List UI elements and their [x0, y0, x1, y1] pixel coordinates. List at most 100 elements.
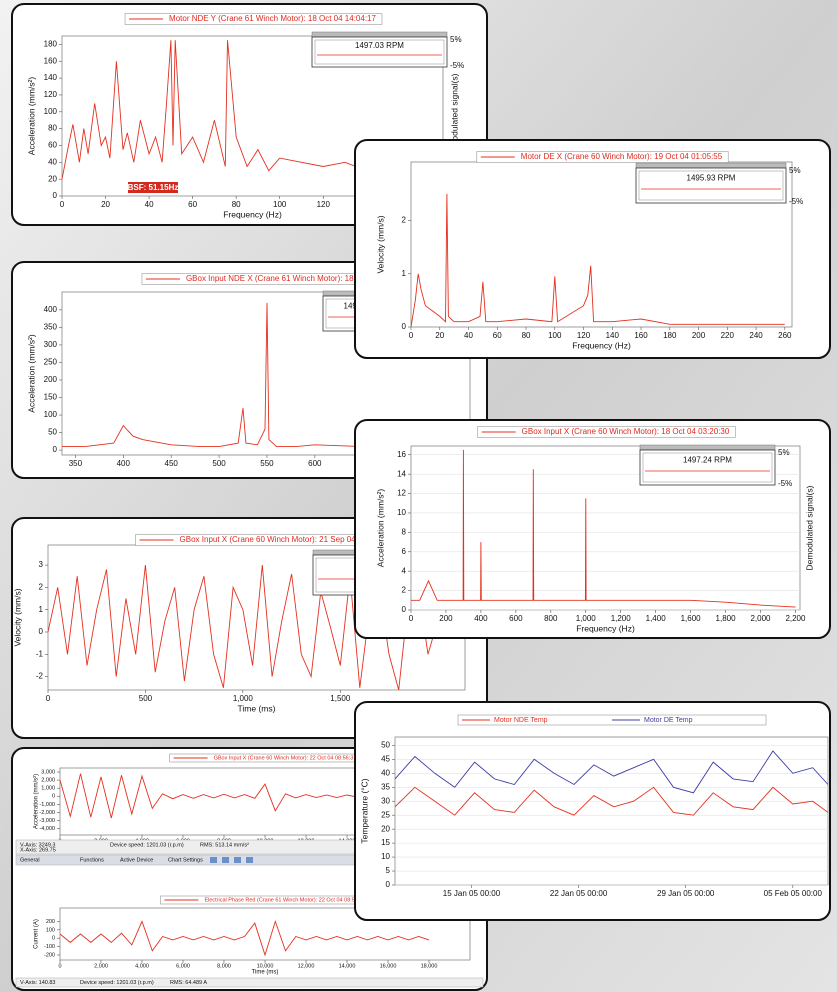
x-tick-label: 500	[139, 694, 153, 703]
y-axis-label: Velocity (mm/s)	[12, 588, 22, 646]
y-tick-label: 20	[381, 824, 390, 833]
legend-label: Motor DE Temp	[644, 717, 693, 724]
menu-icon[interactable]	[222, 857, 229, 863]
speed-value: 1497.03 RPM	[355, 41, 404, 50]
status-text: RMS: 513.14 mm/s²	[200, 842, 249, 848]
y-tick-label: 100	[44, 410, 58, 419]
x-axis-label: Time (ms)	[238, 703, 276, 713]
y-tick-label: 14	[397, 469, 406, 478]
y-tick-label: 300	[44, 340, 58, 349]
x-tick-label: 80	[232, 200, 241, 209]
series-line	[62, 40, 433, 180]
y-axis-label: Acceleration (mm/s²)	[375, 489, 385, 568]
status-text-2: V-Axis: 140.83	[20, 980, 55, 986]
x-tick-label: 1,200	[611, 614, 632, 623]
y-tick-label: 35	[381, 782, 390, 791]
y-axis-label: Temperature (°C)	[359, 778, 369, 843]
x-tick-label: 120	[577, 331, 591, 340]
y-axis-label: Acceleration (mm/s²)	[26, 334, 36, 413]
menu-item[interactable]: Functions	[80, 857, 104, 863]
annotation: BSF: 51.15Hz	[128, 183, 179, 192]
y-tick-label: -3,000	[39, 818, 55, 824]
y-tick-label: 16	[397, 450, 406, 459]
y-tick-label: -2,000	[39, 810, 55, 816]
menu-item[interactable]: Chart Settings	[168, 857, 203, 863]
x-tick-label: 140	[606, 331, 620, 340]
chart-title: GBox Input X (Crane 60 Winch Motor): 22 …	[214, 755, 357, 761]
x-tick-label: 40	[145, 200, 154, 209]
status-bar-2	[15, 977, 484, 988]
x-tick-label: 29 Jan 05 00:00	[657, 889, 715, 898]
y-tick-label: -2	[36, 672, 44, 681]
y-tick-label: 350	[44, 323, 58, 332]
menu-icon[interactable]	[246, 857, 253, 863]
y-tick-label: -200	[44, 952, 55, 958]
y-tick-label: 400	[44, 305, 58, 314]
chart-title: Motor DE X (Crane 60 Winch Motor): 19 Oc…	[521, 152, 723, 161]
x-tick-label: 20	[435, 331, 444, 340]
speed-range-high: 5%	[778, 448, 790, 457]
title-box: GBox Input X (Crane 60 Winch Motor): 21 …	[135, 534, 380, 546]
y-tick-label: 2	[402, 216, 407, 225]
speed-box-header	[635, 162, 787, 169]
x-tick-label: 120	[317, 200, 331, 209]
y-tick-label: 2	[39, 582, 44, 591]
title-frame	[124, 13, 383, 25]
status-text: X-Axis: 269.75	[20, 847, 56, 853]
chart-title: GBox Input X (Crane 60 Winch Motor): 21 …	[180, 535, 374, 544]
y-tick-label: 25	[381, 810, 390, 819]
status-text: Device speed: 1201.03 (r.p.m)	[110, 842, 184, 848]
y-tick-label: 8	[402, 527, 407, 536]
x-tick-label: 10,000	[257, 963, 274, 969]
menu-item[interactable]: Active Device	[120, 857, 153, 863]
x-tick-label: 600	[509, 614, 523, 623]
speed-value: 1495.93 RPM	[687, 174, 736, 183]
y-tick-label: 3,000	[41, 769, 55, 775]
y-tick-label: 100	[44, 107, 58, 116]
x-tick-label: 1,500	[330, 694, 351, 703]
menu-icon[interactable]	[234, 857, 241, 863]
x-axis-label: Time (ms)	[252, 970, 279, 976]
speed-box-inner	[314, 39, 445, 65]
y-tick-label: 200	[44, 375, 58, 384]
chart-title: Motor NDE Y (Crane 61 Winch Motor): 18 O…	[169, 14, 376, 23]
menu-item[interactable]: General	[20, 857, 40, 863]
legend-label: Motor NDE Temp	[494, 717, 548, 724]
x-tick-label: 180	[663, 331, 677, 340]
x-tick-label: 240	[749, 331, 763, 340]
speed-range-low: -5%	[450, 61, 464, 70]
y-tick-label: 1,000	[41, 786, 55, 792]
x-tick-label: 22 Jan 05 00:00	[550, 889, 608, 898]
y-tick-label: 60	[48, 141, 57, 150]
y-tick-label: 100	[46, 927, 55, 933]
x-tick-label: 500	[212, 459, 226, 468]
y-tick-label: -4,000	[39, 826, 55, 832]
y-tick-label: 140	[44, 73, 58, 82]
x-tick-label: 220	[721, 331, 735, 340]
x-tick-label: 350	[69, 459, 83, 468]
y-tick-label: 30	[381, 796, 390, 805]
speed-range-low: -5%	[778, 479, 792, 488]
y-tick-label: 200	[46, 919, 55, 925]
x-tick-label: 2,000	[94, 963, 108, 969]
speed-range-high: 5%	[789, 166, 801, 175]
x-tick-label: 60	[188, 200, 197, 209]
y-tick-label: 12	[397, 489, 406, 498]
x-tick-label: 2,000	[750, 614, 771, 623]
y-tick-label: 40	[381, 768, 390, 777]
x-axis-label: Frequency (Hz)	[223, 209, 282, 219]
x-tick-label: 100	[548, 331, 562, 340]
x-tick-label: 60	[493, 331, 502, 340]
x-tick-label: 450	[165, 459, 179, 468]
title-frame	[476, 151, 729, 163]
menu-icon[interactable]	[210, 857, 217, 863]
status-text: V-Axis: 3249.3	[20, 842, 55, 848]
y-tick-label: 2	[402, 586, 407, 595]
x-tick-label: 1,000	[233, 694, 254, 703]
y-tick-label: 45	[381, 754, 390, 763]
x-tick-label: 0	[60, 200, 65, 209]
y-axis-label: Acceleration (mm/s²)	[34, 774, 40, 829]
y-tick-label: 2,000	[41, 778, 55, 784]
